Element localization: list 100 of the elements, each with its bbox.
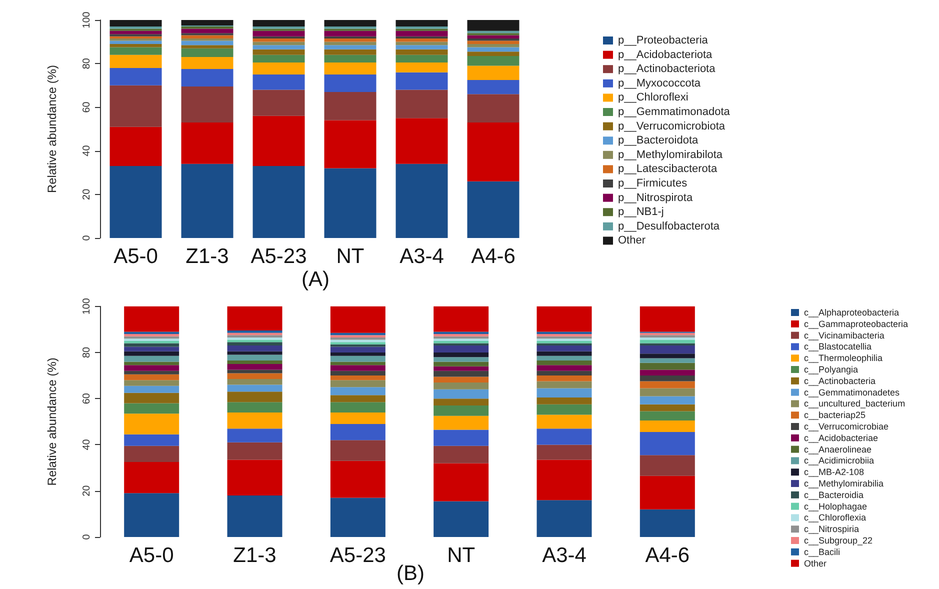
bar — [324, 54, 376, 63]
legend-label: c__Gammaproteobacteria — [804, 318, 908, 329]
bar — [181, 45, 234, 48]
bar — [181, 122, 234, 164]
bar — [330, 498, 386, 537]
bar — [227, 306, 282, 331]
y-tick-label: 60 — [82, 101, 92, 113]
y-tick-label: 0 — [82, 234, 92, 241]
y-tick-label: 20 — [82, 188, 92, 200]
y-tick-label: 60 — [82, 392, 92, 404]
bar — [181, 164, 234, 238]
bar — [330, 440, 386, 461]
bar — [181, 86, 234, 122]
bar — [330, 460, 386, 498]
text: (B) — [396, 562, 424, 585]
bar — [536, 343, 592, 346]
bar — [330, 370, 386, 376]
bar — [434, 352, 489, 358]
legend-label: c__Bacili — [804, 546, 840, 557]
legend-label: Other — [804, 558, 827, 568]
bar — [227, 402, 282, 412]
bar — [434, 366, 489, 371]
bar — [110, 44, 162, 48]
text: (A) — [302, 268, 330, 291]
bar — [330, 365, 386, 371]
bar — [252, 42, 305, 46]
legend-label: c__MB-A2-108 — [804, 467, 864, 478]
bar — [467, 30, 520, 34]
bar — [396, 90, 448, 118]
bar — [396, 118, 448, 164]
bar — [330, 412, 386, 424]
bar — [324, 45, 376, 50]
bar — [227, 360, 282, 364]
y-tick-label: 100 — [82, 298, 92, 315]
bar — [330, 376, 386, 380]
bar — [124, 306, 180, 332]
bar — [640, 346, 695, 354]
bar — [434, 446, 489, 464]
bar — [227, 373, 282, 379]
bar — [124, 446, 180, 462]
bar — [640, 388, 695, 396]
bar — [434, 332, 489, 334]
legend-label: c__Vicinamibacteria — [804, 330, 884, 340]
x-tick-label: A5-23 — [330, 544, 386, 567]
bar — [252, 62, 305, 74]
bar — [434, 430, 489, 446]
bar — [181, 48, 234, 58]
legend-label: c__Alphaproteobacteria — [804, 308, 900, 318]
bar — [124, 351, 180, 356]
bar — [330, 346, 386, 352]
bar — [434, 346, 489, 352]
legend-label: p__Acidobacteriota — [618, 48, 714, 61]
bar — [124, 462, 180, 494]
x-tick-label: A5-0 — [114, 245, 158, 268]
legend-label: p__Methylomirabilota — [618, 148, 724, 161]
bar — [124, 403, 180, 414]
bar — [536, 370, 592, 376]
bar — [330, 337, 386, 340]
bar — [330, 306, 386, 333]
bar — [467, 94, 520, 122]
y-tick-label: 40 — [82, 438, 92, 450]
legend-label: p__Chloroflexi — [618, 92, 688, 104]
bar — [640, 411, 695, 421]
bar — [324, 38, 376, 42]
bar — [124, 374, 180, 380]
bar — [434, 376, 489, 382]
bar — [324, 30, 376, 36]
legend-label: c__Subgroup_22 — [804, 536, 873, 546]
bar — [640, 476, 695, 510]
bar — [252, 45, 305, 50]
bar — [110, 36, 162, 39]
bar — [110, 126, 162, 166]
bar — [434, 398, 489, 406]
bar — [640, 404, 695, 412]
bar — [640, 362, 695, 370]
legend-label: c__bacteriap25 — [804, 410, 866, 420]
legend-label: c__Methylomirabilia — [804, 478, 884, 488]
bar — [124, 343, 180, 347]
bar — [324, 62, 376, 74]
bar — [536, 381, 592, 388]
legend-label: c__Gemmatimonadetes — [804, 387, 900, 398]
bar — [536, 397, 592, 404]
bar — [640, 370, 695, 376]
bar — [434, 463, 489, 502]
bar — [640, 358, 695, 363]
bar — [227, 337, 282, 340]
legend-label: p__Desulfobacterota — [618, 220, 720, 232]
y-tick-label: 20 — [82, 484, 92, 496]
bar — [252, 30, 305, 36]
bar — [536, 500, 592, 537]
bar — [330, 352, 386, 356]
bar — [124, 332, 180, 334]
bar — [227, 384, 282, 392]
bar — [110, 30, 162, 34]
bar — [227, 342, 282, 346]
legend-label: c__Chloroflexia — [804, 512, 866, 523]
bar — [181, 28, 234, 34]
bar — [640, 420, 695, 432]
bar — [640, 381, 695, 388]
bar — [124, 362, 180, 366]
